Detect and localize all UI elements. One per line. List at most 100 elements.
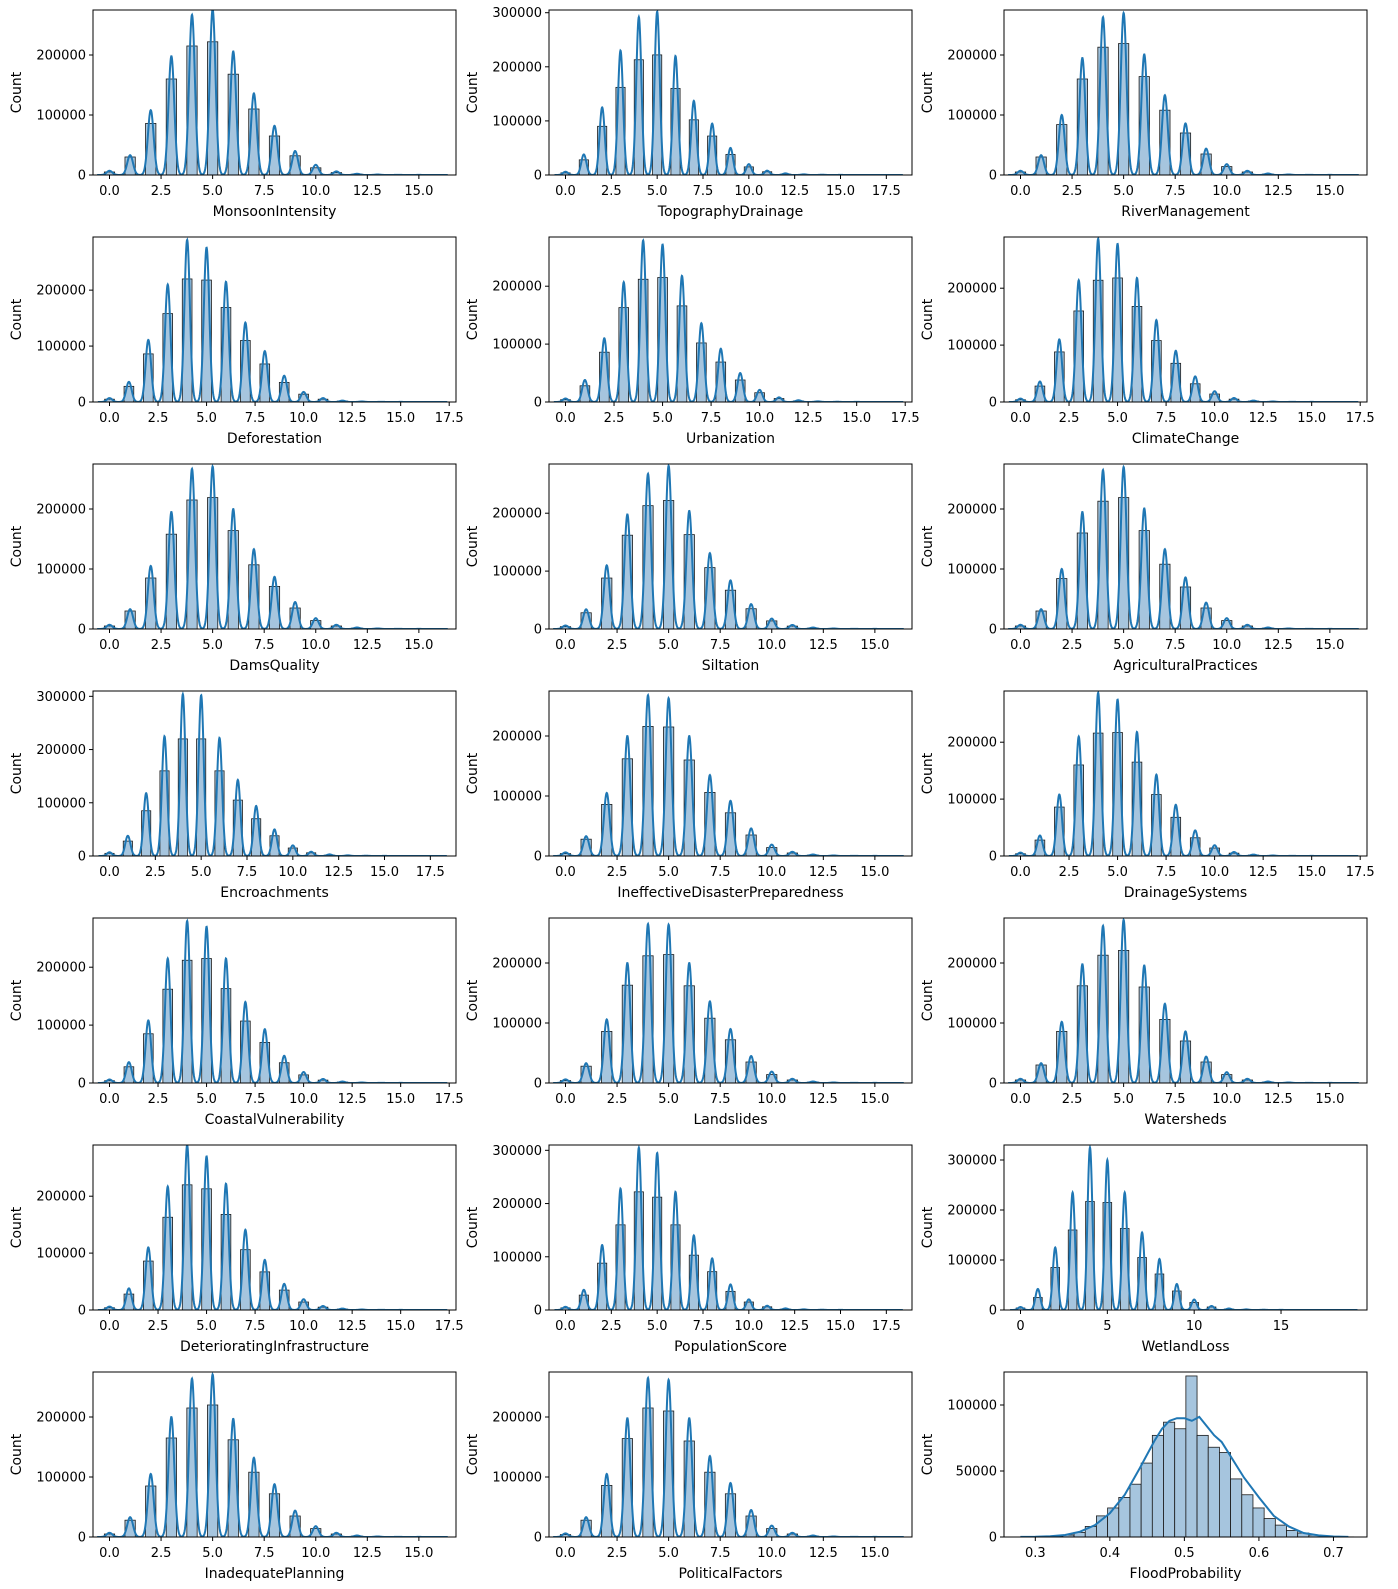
x-tick-label: 10.0 <box>301 184 330 199</box>
plot-area <box>97 1372 448 1537</box>
histogram-bar <box>1097 954 1109 1083</box>
histogram-bar <box>621 984 633 1083</box>
x-tick-label: 7.5 <box>710 865 731 880</box>
x-tick-label: 0.0 <box>1010 1092 1031 1107</box>
x-tick-label: 2.5 <box>607 865 628 880</box>
kde-curve <box>1008 464 1359 629</box>
histogram-bar <box>1159 563 1171 629</box>
x-tick-label: 0.0 <box>99 865 120 880</box>
y-tick-label: 100000 <box>492 1471 542 1486</box>
x-tick-label: 5.0 <box>1107 865 1128 880</box>
x-tick-label: 5.0 <box>658 1546 679 1561</box>
histogram-bar <box>1185 1375 1198 1537</box>
histogram-bar <box>227 73 239 175</box>
plot-area <box>1010 1145 1358 1310</box>
x-tick-label: 2.5 <box>1062 1092 1083 1107</box>
histogram-bar <box>1097 500 1109 629</box>
x-axis-label: Siltation <box>702 658 760 674</box>
histogram-bar <box>186 45 198 175</box>
x-tick-label: 15.0 <box>860 638 889 653</box>
y-axis-label: Count <box>465 298 481 340</box>
y-tick-label: 100000 <box>492 1017 542 1032</box>
histogram-bar <box>745 834 757 856</box>
y-axis-label: Count <box>465 979 481 1021</box>
y-tick-label: 100000 <box>36 109 86 124</box>
histogram-bar <box>1207 1446 1220 1537</box>
y-tick-label: 200000 <box>947 503 997 518</box>
y-axis-label: Count <box>920 979 936 1021</box>
histogram-bar <box>186 499 198 629</box>
histogram-bar <box>1035 156 1047 175</box>
y-tick-label: 0 <box>78 850 86 865</box>
histogram-bar <box>1179 132 1192 175</box>
y-tick-label: 0 <box>989 1531 997 1546</box>
x-tick-label: 15.0 <box>404 638 433 653</box>
x-axis-label: PopulationScore <box>674 1339 787 1355</box>
y-tick-label: 0 <box>78 1077 86 1092</box>
y-tick-label: 200000 <box>36 1190 86 1205</box>
x-axis-label: CoastalVulnerability <box>205 1112 345 1128</box>
x-tick-label: 7.5 <box>1156 411 1177 426</box>
histogram-bar <box>1286 1530 1299 1537</box>
y-tick-label: 300000 <box>36 690 86 705</box>
x-axis-label: DeterioratingInfrastructure <box>180 1339 369 1355</box>
histogram-bar <box>124 610 136 629</box>
x-tick-label: 0.5 <box>1174 1546 1195 1561</box>
y-tick-label: 0 <box>989 396 997 411</box>
histogram-bar <box>248 108 260 175</box>
histogram-bar <box>1107 1507 1120 1537</box>
x-tick-label: 10 <box>1186 1319 1203 1334</box>
x-tick-label: 7.5 <box>1165 1092 1186 1107</box>
x-axis-label: AgriculturalPractices <box>1113 658 1257 674</box>
y-tick-label: 100000 <box>36 1247 86 1262</box>
kde-curve <box>553 921 904 1083</box>
x-tick-label: 12.5 <box>809 1092 838 1107</box>
x-axis-label: DamsQuality <box>229 658 319 674</box>
y-tick-label: 100000 <box>36 563 86 578</box>
x-tick-label: 0.0 <box>99 1092 120 1107</box>
y-tick-label: 200000 <box>492 60 542 75</box>
kde-curve <box>1008 10 1359 175</box>
y-axis-label: Count <box>9 1433 25 1475</box>
histogram-bar <box>663 500 675 629</box>
axes-frame <box>92 690 457 857</box>
axes-frame <box>1003 1371 1368 1538</box>
histogram-bar <box>162 1216 173 1310</box>
y-tick-label: 0 <box>534 396 542 411</box>
plot-area <box>97 464 448 629</box>
kde-curve <box>97 1145 448 1310</box>
y-tick-label: 0 <box>78 1531 86 1546</box>
x-tick-label: 0 <box>1016 1319 1024 1334</box>
x-axis-label: Urbanization <box>686 431 775 447</box>
kde-curve <box>97 237 448 402</box>
y-tick-label: 0 <box>534 1304 542 1319</box>
histogram-bar <box>676 305 688 402</box>
x-tick-label: 10.0 <box>1212 1092 1241 1107</box>
histogram-bar <box>186 1407 198 1537</box>
y-tick-label: 0 <box>989 1304 997 1319</box>
histogram-bar <box>1076 78 1088 175</box>
histogram-bar <box>1159 1019 1171 1083</box>
x-tick-label: 15.0 <box>826 184 855 199</box>
histogram-bar <box>1274 1524 1287 1537</box>
x-tick-label: 12.5 <box>809 638 838 653</box>
plot-area <box>553 1375 904 1537</box>
histogram-bar <box>201 958 212 1083</box>
x-tick-label: 5.0 <box>1113 638 1134 653</box>
y-tick-label: 200000 <box>36 49 86 64</box>
x-tick-label: 5.0 <box>196 1092 217 1107</box>
axes-frame <box>548 690 913 857</box>
histogram-bar <box>663 726 675 856</box>
y-tick-label: 100000 <box>947 793 997 808</box>
y-axis-label: Count <box>465 1433 481 1475</box>
y-tick-label: 200000 <box>36 1411 86 1426</box>
x-tick-label: 5.0 <box>658 1092 679 1107</box>
histogram-bar <box>123 1066 135 1083</box>
x-tick-label: 2.5 <box>151 638 172 653</box>
y-tick-label: 0 <box>78 396 86 411</box>
histogram-bar <box>663 1410 675 1537</box>
plot-area <box>98 691 447 856</box>
y-tick-label: 100000 <box>947 1399 997 1414</box>
x-tick-label: 17.5 <box>1346 865 1375 880</box>
